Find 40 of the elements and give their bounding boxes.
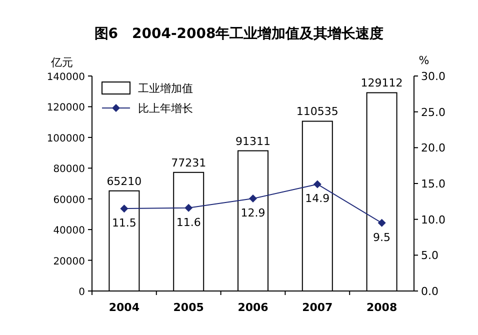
data-label: 11.6 [176, 216, 201, 229]
y2-tick-label: 25.0 [421, 106, 446, 119]
y2-tick-label: 5.0 [421, 249, 438, 262]
y-axis-title: 亿元 [50, 56, 73, 69]
y2-tick-label: 20.0 [421, 142, 446, 155]
y-tick-label: 120000 [46, 102, 85, 114]
chart-title: 图6 2004-2008年工业增加值及其增长速度 [94, 25, 384, 42]
point [120, 204, 128, 213]
data-label: 12.9 [240, 206, 266, 220]
point [378, 218, 386, 227]
data-label: 110535 [296, 105, 338, 118]
x-tick-label: 2007 [302, 301, 333, 314]
x-tick-label: 2008 [366, 301, 398, 314]
point [313, 180, 322, 188]
y2-tick-label: 10.0 [421, 213, 446, 226]
data-label: 65210 [106, 174, 142, 188]
y2-tick-label: 30.0 [421, 70, 446, 83]
legend-label: 比上年增长 [138, 102, 193, 115]
y-tick-label: 100000 [46, 133, 85, 144]
data-label: 14.9 [305, 192, 330, 206]
x-tick-label: 2005 [173, 301, 204, 314]
data-label: 9.5 [373, 230, 391, 244]
y-tick-label: 140000 [46, 72, 85, 83]
data-label: 91311 [236, 134, 270, 148]
data-label: 129112 [360, 76, 403, 90]
data-label: 11.5 [112, 216, 136, 230]
x-tick-label: 2006 [238, 301, 269, 314]
x-tick-label: 2004 [108, 301, 140, 314]
point [184, 204, 193, 212]
y2-axis-title: % [418, 54, 430, 67]
point [249, 194, 257, 203]
data-label: 77231 [171, 156, 206, 170]
y-tick-label: 60000 [53, 194, 85, 206]
y2-tick-label: 0.0 [421, 285, 438, 298]
y-tick-label: 40000 [53, 226, 85, 237]
y2-tick-label: 15.0 [421, 178, 446, 190]
y-tick-label: 20000 [53, 256, 85, 268]
y-tick-label: 0 [78, 287, 85, 298]
y-tick-label: 80000 [53, 164, 85, 176]
legend-label: 工业增加值 [138, 82, 193, 95]
